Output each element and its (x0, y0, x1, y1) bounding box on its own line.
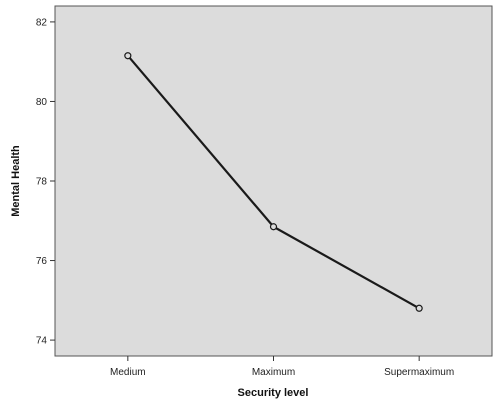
y-tick-label: 82 (36, 17, 48, 28)
x-axis-title: Security level (238, 387, 309, 399)
y-axis: 74 76 78 80 82 (36, 17, 55, 347)
y-axis-title: Mental Health (10, 145, 22, 217)
x-tick-label: Supermaximum (384, 367, 454, 378)
plot-area (54, 5, 493, 357)
data-markers (124, 52, 423, 312)
y-tick-label: 80 (36, 97, 48, 108)
data-point (124, 52, 132, 60)
y-tick-label: 76 (36, 256, 48, 267)
x-tick-label: Medium (110, 367, 146, 378)
x-tick-label: Maximum (252, 367, 295, 378)
x-axis: Medium Maximum Supermaximum (110, 356, 454, 378)
data-point (415, 304, 423, 312)
y-tick-label: 78 (36, 177, 48, 188)
y-tick-label: 74 (36, 336, 48, 347)
data-point (269, 223, 278, 231)
